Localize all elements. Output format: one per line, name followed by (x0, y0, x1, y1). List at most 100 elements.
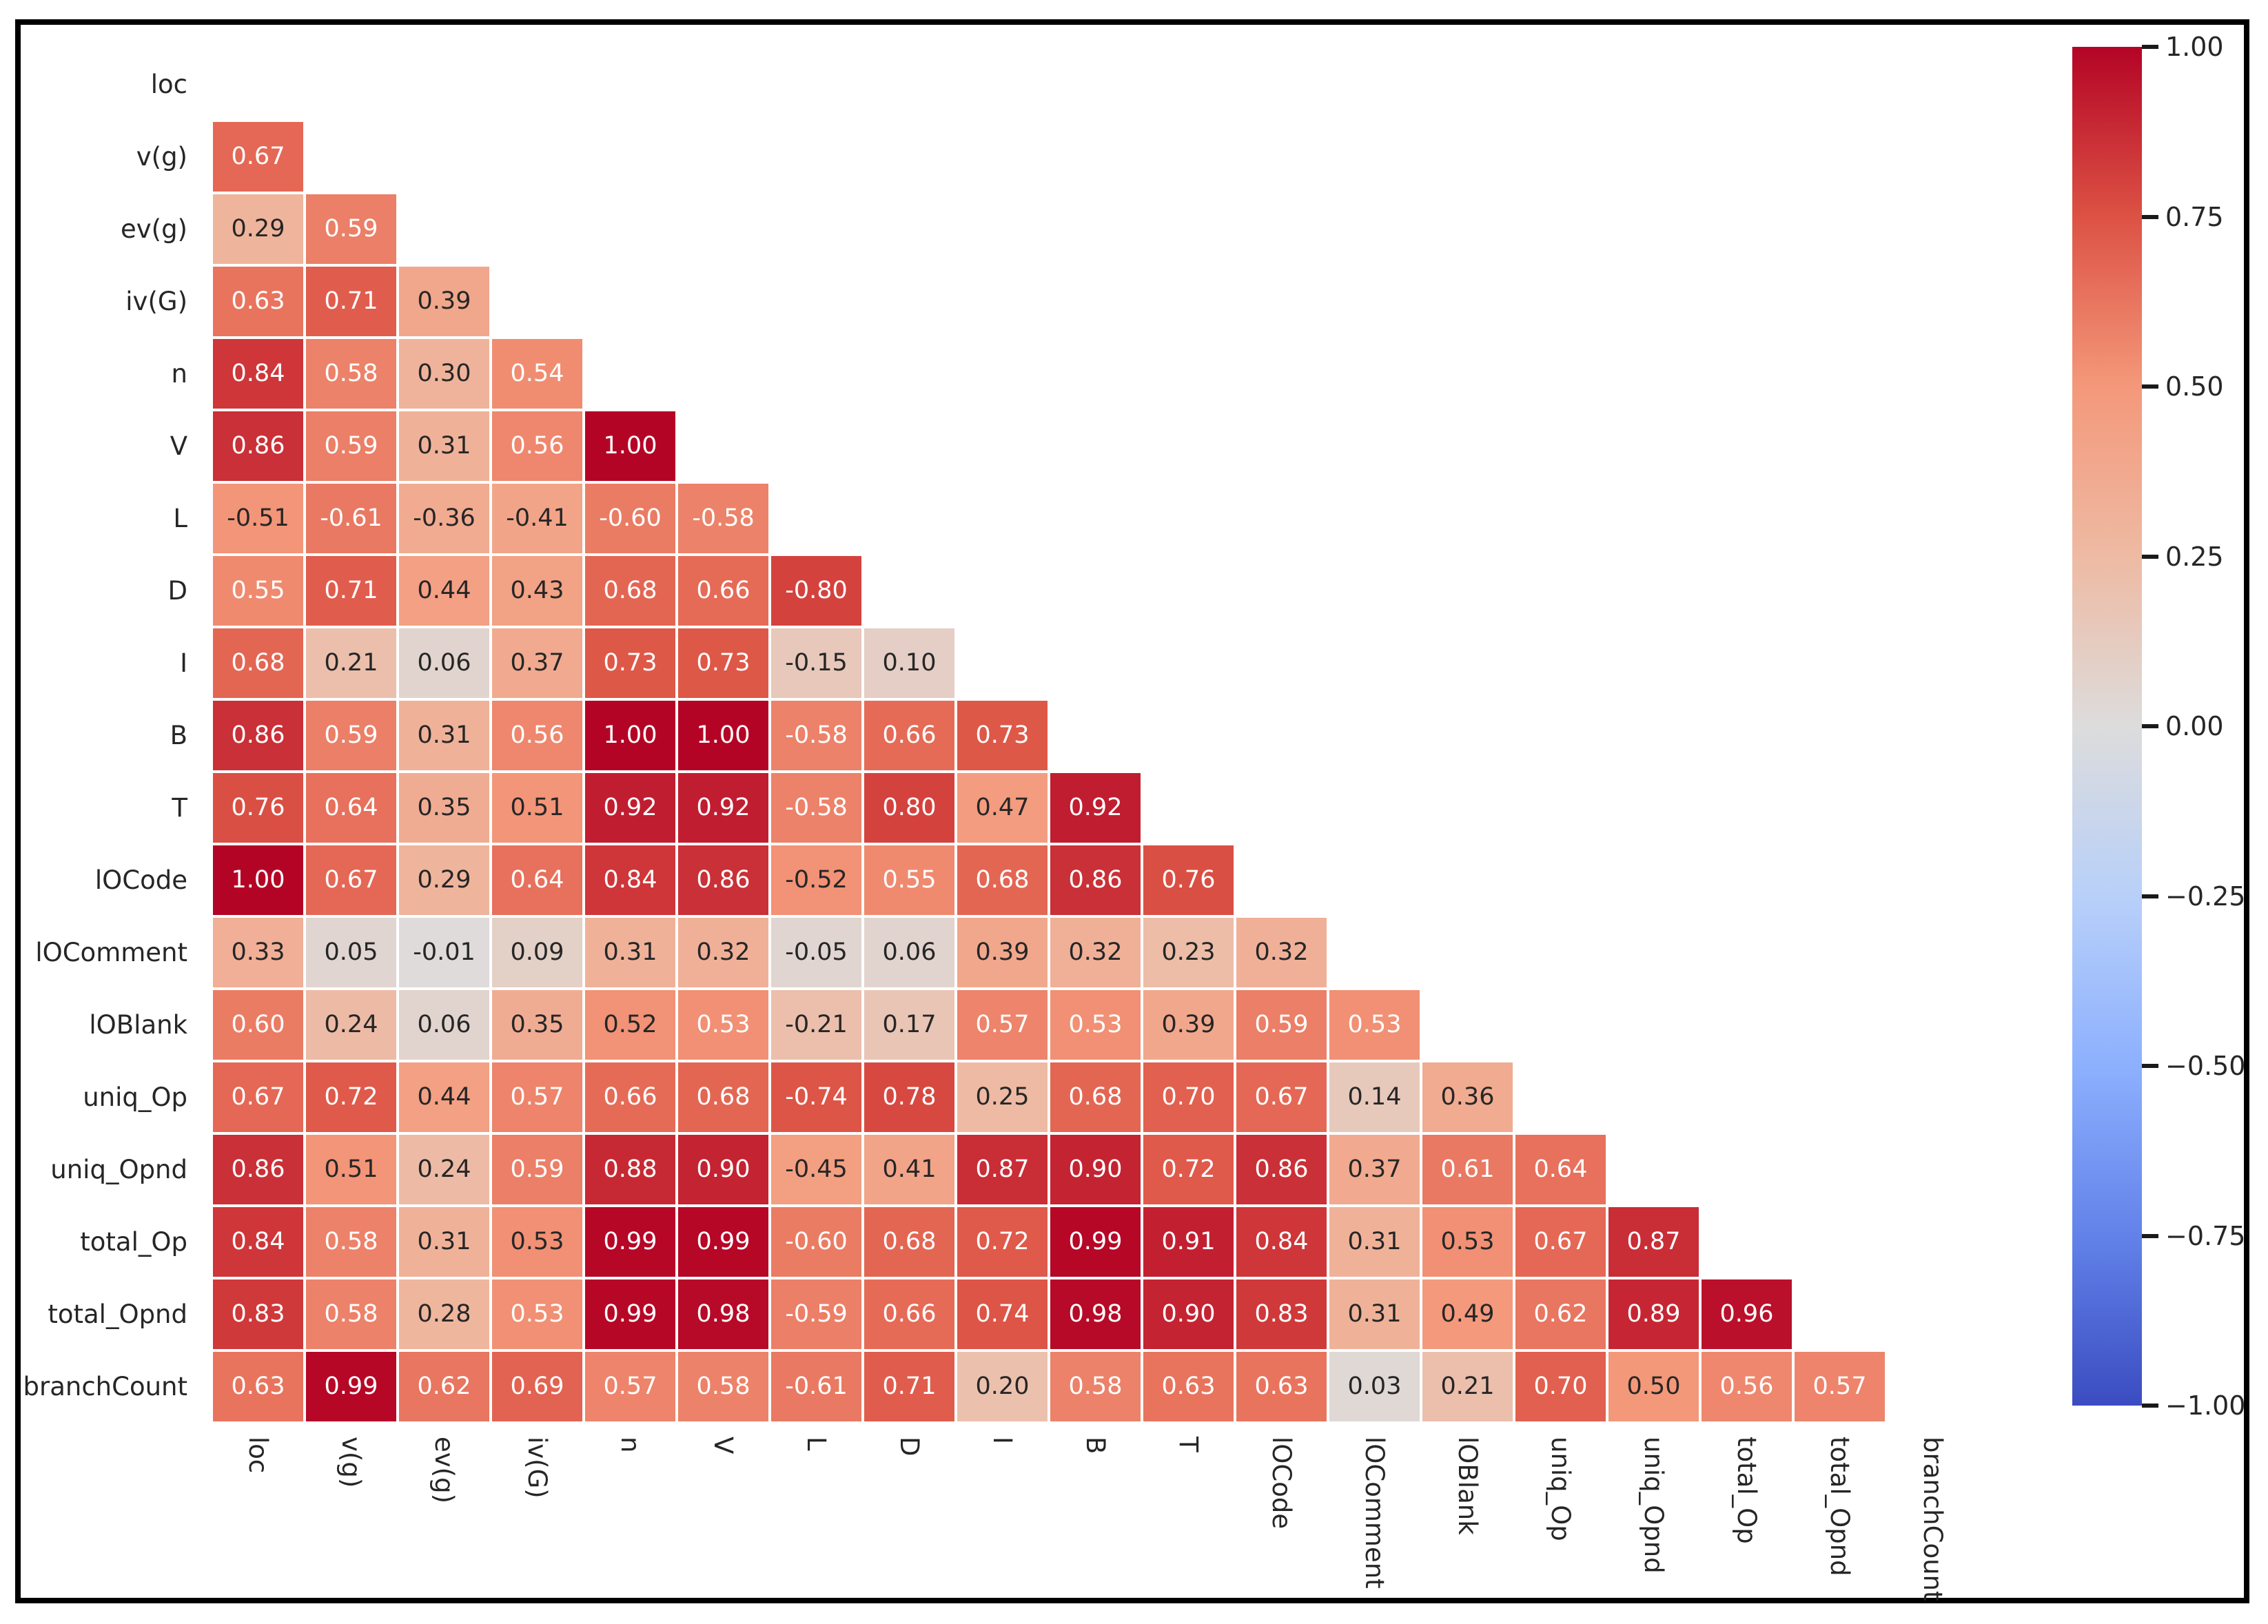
heatmap-cell: 0.52 (584, 989, 677, 1061)
heatmap-cell: -0.36 (398, 482, 491, 555)
heatmap-cell: 0.23 (1142, 916, 1235, 989)
heatmap-cell: -0.74 (770, 1061, 863, 1133)
y-axis-label: branchCount (23, 1372, 188, 1401)
heatmap-cell: 0.53 (677, 989, 770, 1061)
heatmap-cell: 0.53 (491, 1278, 584, 1350)
heatmap-cell: 0.35 (398, 772, 491, 844)
y-axis-label: lOBlank (89, 1010, 187, 1040)
heatmap-cell: 0.99 (584, 1278, 677, 1350)
heatmap-cell: 0.57 (584, 1350, 677, 1423)
heatmap-cell: 0.25 (956, 1061, 1049, 1133)
heatmap-cell: 0.56 (491, 410, 584, 482)
heatmap-cell: 0.87 (1607, 1206, 1700, 1278)
colorbar-tick (2142, 554, 2158, 559)
heatmap-cell: 0.39 (1142, 989, 1235, 1061)
heatmap-cell: 0.58 (305, 1278, 398, 1350)
heatmap-cell: 0.20 (956, 1350, 1049, 1423)
heatmap-cell: 0.35 (491, 989, 584, 1061)
heatmap-cell: 0.51 (305, 1133, 398, 1206)
heatmap-cell: 0.86 (212, 410, 305, 482)
colorbar-tick (2142, 384, 2158, 389)
y-axis-label: uniq_Opnd (50, 1155, 187, 1184)
heatmap-cell: 0.10 (863, 627, 956, 699)
heatmap-cell: 0.31 (1328, 1278, 1421, 1350)
heatmap-cell: 0.31 (398, 699, 491, 772)
x-axis-label: lOBlank (1453, 1437, 1482, 1535)
heatmap-cell: 0.44 (398, 1061, 491, 1133)
heatmap-cell: 0.58 (305, 1206, 398, 1278)
y-axis-label: I (180, 648, 187, 678)
y-axis-label: ev(g) (120, 214, 187, 244)
heatmap-cell: -0.61 (305, 482, 398, 555)
colorbar-tick-label: −0.75 (2165, 1220, 2246, 1251)
x-axis-label: uniq_Op (1546, 1437, 1575, 1541)
x-axis-label: T (1174, 1437, 1203, 1452)
heatmap-cell: 0.32 (1049, 916, 1142, 989)
heatmap-cell: 0.55 (863, 844, 956, 916)
heatmap-cell: 0.37 (491, 627, 584, 699)
heatmap-cell: 0.70 (1514, 1350, 1607, 1423)
heatmap-cell: 0.06 (398, 989, 491, 1061)
heatmap-cell: -0.51 (212, 482, 305, 555)
heatmap-cell: 0.87 (956, 1133, 1049, 1206)
heatmap-cell: 0.76 (212, 772, 305, 844)
heatmap-cell: 0.83 (212, 1278, 305, 1350)
heatmap-cell: 0.57 (1793, 1350, 1886, 1423)
heatmap-cell: 0.63 (212, 1350, 305, 1423)
heatmap-cell: 0.39 (398, 265, 491, 338)
heatmap-cell: 0.64 (1514, 1133, 1607, 1206)
heatmap-cell: 0.67 (1235, 1061, 1328, 1133)
heatmap-cell: 0.83 (1235, 1278, 1328, 1350)
heatmap-cell: 0.41 (863, 1133, 956, 1206)
heatmap-cell: 0.66 (584, 1061, 677, 1133)
heatmap-cell: 0.86 (212, 699, 305, 772)
colorbar-tick-label: 0.75 (2165, 201, 2224, 232)
heatmap-cell: 0.90 (1049, 1133, 1142, 1206)
heatmap-cell: 0.70 (1142, 1061, 1235, 1133)
colorbar-tick-label: 1.00 (2165, 32, 2224, 62)
heatmap-cell: 0.53 (1049, 989, 1142, 1061)
colorbar-tick (2142, 214, 2158, 219)
heatmap-cell: 0.66 (863, 699, 956, 772)
heatmap-cell: 0.58 (305, 338, 398, 410)
heatmap-cell: 0.53 (1328, 989, 1421, 1061)
heatmap-cell: 0.64 (305, 772, 398, 844)
heatmap-cell: -0.41 (491, 482, 584, 555)
heatmap-cell: 0.39 (956, 916, 1049, 989)
heatmap-cell: 0.56 (491, 699, 584, 772)
heatmap-cell: 0.98 (1049, 1278, 1142, 1350)
heatmap-cell: 0.55 (212, 555, 305, 627)
heatmap-cell: 0.98 (677, 1278, 770, 1350)
heatmap-cell: 0.76 (1142, 844, 1235, 916)
heatmap-cell: 0.86 (1049, 844, 1142, 916)
heatmap-cell: 0.37 (1328, 1133, 1421, 1206)
heatmap-cell: 0.50 (1607, 1350, 1700, 1423)
colorbar-tick-label: −0.50 (2165, 1051, 2246, 1081)
heatmap-cell: -0.15 (770, 627, 863, 699)
heatmap-cell: 0.32 (677, 916, 770, 989)
heatmap-cell: 0.86 (212, 1133, 305, 1206)
heatmap-cell: 0.64 (491, 844, 584, 916)
heatmap-cell: -0.61 (770, 1350, 863, 1423)
heatmap-cell: 0.21 (1421, 1350, 1514, 1423)
heatmap-cell: 0.67 (305, 844, 398, 916)
x-axis-label: V (708, 1437, 738, 1455)
heatmap-cell: 0.68 (956, 844, 1049, 916)
heatmap-cell: 0.51 (491, 772, 584, 844)
heatmap-cell: 0.71 (863, 1350, 956, 1423)
x-axis-label: uniq_Opnd (1639, 1437, 1668, 1574)
heatmap-cell: 0.63 (1142, 1350, 1235, 1423)
heatmap-cell: 0.67 (1514, 1206, 1607, 1278)
colorbar-tick (2142, 894, 2158, 898)
heatmap-cell: 0.33 (212, 916, 305, 989)
heatmap-cell: 0.29 (398, 844, 491, 916)
heatmap-cell: 0.31 (1328, 1206, 1421, 1278)
heatmap-cell: 0.66 (677, 555, 770, 627)
heatmap-cell: 0.86 (1235, 1133, 1328, 1206)
x-axis-label: D (895, 1437, 924, 1457)
heatmap-cell: -0.59 (770, 1278, 863, 1350)
heatmap-cell: -0.60 (584, 482, 677, 555)
heatmap-cell: 0.90 (1142, 1278, 1235, 1350)
colorbar-tick (2142, 45, 2158, 49)
